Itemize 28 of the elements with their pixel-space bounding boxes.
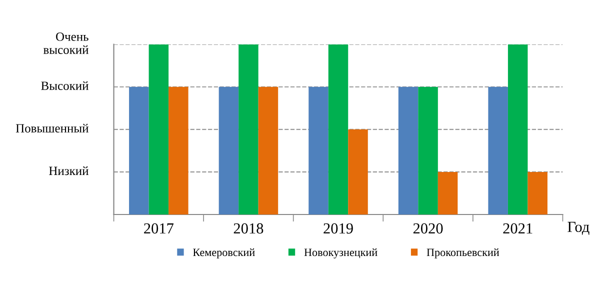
x-tick-label: 2021 (503, 223, 532, 234)
bar (438, 172, 458, 214)
ref-line-label: Очень высокий (43, 32, 88, 54)
legend-label: Кемеровский (193, 248, 255, 258)
x-tick-label: 2018 (234, 223, 264, 234)
x-axis-title: Год (568, 222, 590, 235)
bar (328, 44, 348, 214)
legend-label: Новокузнецкий (304, 248, 378, 258)
bar (258, 86, 278, 214)
bar (168, 86, 188, 214)
bar (238, 44, 258, 214)
legend-label: Прокопьевский (426, 248, 500, 258)
ref-line-label: Повышенный (16, 124, 88, 133)
bar (508, 44, 528, 214)
x-tick-label: 2019 (324, 223, 353, 234)
bar (528, 172, 548, 214)
ref-line-label: Высокий (41, 81, 88, 90)
bar (148, 44, 169, 214)
bar (348, 129, 368, 214)
bar (398, 86, 418, 214)
ref-line-label: Низкий (49, 166, 88, 176)
x-tick-label: 2017 (144, 223, 174, 234)
bar (418, 86, 438, 214)
bar (488, 86, 508, 214)
bar (218, 86, 239, 214)
x-tick-label: 2020 (413, 223, 443, 234)
bar (129, 86, 149, 214)
bar (308, 86, 328, 214)
